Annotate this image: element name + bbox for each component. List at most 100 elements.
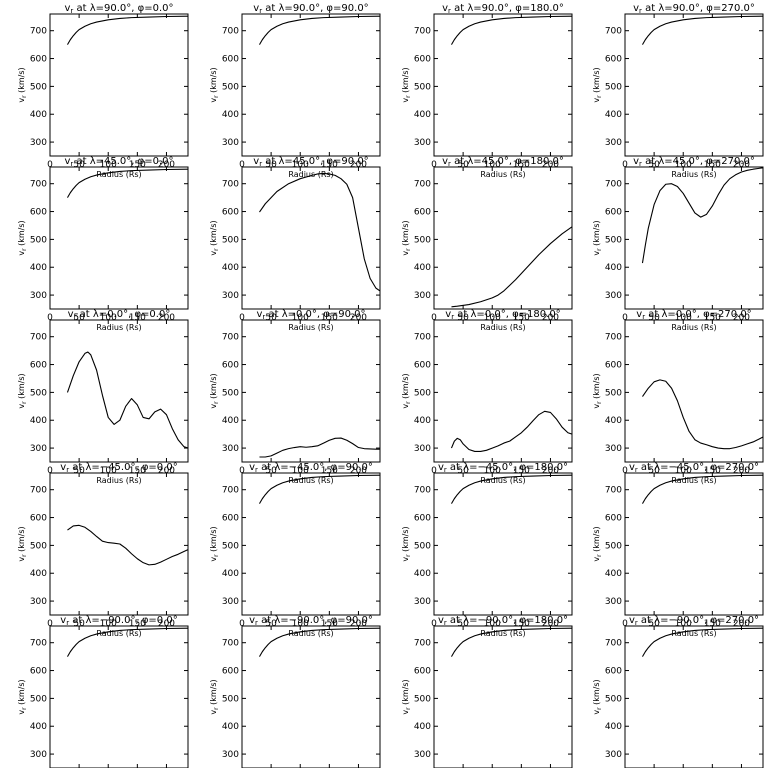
panel-10-ylabel-sub: r — [213, 401, 220, 404]
panel-16-xtick-label: 0 — [622, 619, 628, 629]
panel-19-title-main: v — [438, 615, 444, 626]
panel-17-frame — [49, 625, 189, 768]
panel-14-xtick-label: 100 — [292, 619, 309, 629]
panel-4-ytick-label: 600 — [605, 55, 622, 65]
panel-18-ytick-label: 700 — [222, 639, 239, 649]
panel-15-xtick-label: 100 — [484, 619, 501, 629]
panel-19-ylabel-main: v — [401, 710, 410, 715]
panel-18-series-line — [258, 627, 381, 657]
panel-4-xtick-label: 150 — [704, 160, 721, 170]
panel-7-xtick-label: 0 — [431, 313, 437, 323]
panel-7-ytick-label: 300 — [414, 291, 431, 301]
panel-6-xtick-label: 200 — [350, 313, 367, 323]
panel-17-ylabel-main: v — [17, 710, 26, 715]
panel-1-series-line — [66, 15, 189, 45]
panel-6-ytick-label: 600 — [222, 208, 239, 218]
panel-14-ylabel: vr (km/s) — [209, 526, 220, 561]
panel-1-ylabel: vr (km/s) — [17, 67, 28, 102]
panel-17-ytick-label: 700 — [30, 639, 47, 649]
panel-4-ylabel-sub: r — [596, 95, 603, 98]
panel-8-xtick-label: 50 — [648, 313, 660, 323]
panel-7-ylabel-main: v — [401, 251, 410, 256]
panel-19-ytick-label: 700 — [414, 639, 431, 649]
panel-10-ytick-label: 700 — [222, 333, 239, 343]
panel-17-ytick-label: 500 — [30, 694, 47, 704]
panel-7-frame — [433, 166, 573, 310]
panel-9-xtick-label: 50 — [73, 466, 85, 476]
panel-5-title-sub: r — [70, 160, 73, 168]
panel-7-ytick-label: 500 — [414, 235, 431, 245]
panel-4-ytick-label: 700 — [605, 27, 622, 37]
panel-9-ytick-label: 400 — [30, 416, 47, 426]
panel-11-title-main: v — [445, 309, 451, 320]
panel-11-ytick-label: 400 — [414, 416, 431, 426]
panel-12-xtick-label: 0 — [622, 466, 628, 476]
panel-12-ylabel-sub: r — [596, 401, 603, 404]
panel-20-title-sub: r — [635, 619, 638, 627]
panel-7-ylabel: vr (km/s) — [401, 220, 412, 255]
panel-13-ylabel: vr (km/s) — [17, 526, 28, 561]
panel-12-title-sub: r — [642, 313, 645, 321]
panel-18-title-main: v — [249, 615, 255, 626]
panel-10-title: vr at λ=0.0°, φ=90.0° — [256, 309, 365, 321]
panel-13-xlabel: Radius (Rs) — [96, 629, 141, 638]
panel-9-xlabel: Radius (Rs) — [96, 476, 141, 485]
panel-13-title-sub: r — [66, 466, 69, 474]
panel-9-ylabel-main: v — [17, 404, 26, 409]
panel-8-title: vr at λ=45.0°, φ=270.0° — [633, 156, 755, 168]
panel-13-ytick-label: 400 — [30, 569, 47, 579]
panel-5-title-main: v — [64, 156, 70, 167]
panel-17-ylabel-rest: (km/s) — [17, 679, 26, 707]
panel-10-xtick-label: 0 — [239, 466, 245, 476]
panel-20-ylabel-rest: (km/s) — [592, 679, 601, 707]
panel-19-series-line — [450, 627, 573, 657]
panel-8-ytick-label: 700 — [605, 180, 622, 190]
panel-2-ytick-label: 500 — [222, 82, 239, 92]
panel-11-title-sub: r — [451, 313, 454, 321]
panel-3-ylabel: vr (km/s) — [401, 67, 412, 102]
panel-10-ylabel-rest: (km/s) — [209, 373, 218, 401]
panel-1-frame — [49, 13, 189, 157]
panel-16-frame — [624, 472, 764, 616]
panel-8-ylabel-rest: (km/s) — [592, 220, 601, 248]
panel-16-ylabel-sub: r — [596, 554, 603, 557]
panel-12-series-line — [642, 379, 764, 450]
panel-16-title-rest: at λ=−45.0°, φ=270.0° — [638, 462, 759, 473]
panel-15-ytick-label: 600 — [414, 514, 431, 524]
panel-12-title: vr at λ=0.0°, φ=270.0° — [636, 309, 751, 321]
panel-16-ylabel-main: v — [592, 557, 601, 562]
panel-2-ytick-label: 300 — [222, 138, 239, 148]
panel-13-ylabel-main: v — [17, 557, 26, 562]
panel-15-ytick-label: 500 — [414, 541, 431, 551]
panel-9-frame — [49, 319, 189, 463]
panel-13-series-line — [67, 524, 189, 566]
panel-16-ytick-label: 400 — [605, 569, 622, 579]
panel-14-xtick-label: 150 — [321, 619, 338, 629]
panel-4-xtick-label: 200 — [733, 160, 750, 170]
panel-1-xlabel: Radius (Rs) — [96, 170, 141, 179]
panel-2-ylabel-rest: (km/s) — [209, 67, 218, 95]
panel-4-title-main: v — [633, 3, 639, 14]
panel-9-ytick-label: 300 — [30, 444, 47, 454]
panel-17-ytick-label: 400 — [30, 722, 47, 732]
panel-18-ylabel: vr (km/s) — [209, 679, 220, 714]
panel-11-title-rest: at λ=0.0°, φ=180.0° — [454, 309, 561, 320]
panel-6-ylabel-sub: r — [213, 248, 220, 251]
panel-7-title: vr at λ=45.0°, φ=180.0° — [442, 156, 564, 168]
panel-3-ytick-label: 700 — [414, 27, 431, 37]
panel-12-xtick-label: 200 — [733, 466, 750, 476]
panel-20-ytick-label: 500 — [605, 694, 622, 704]
panel-8-ytick-label: 400 — [605, 263, 622, 273]
panel-1-title-rest: at λ=90.0°, φ=0.0° — [73, 3, 173, 14]
panel-20-title-main: v — [629, 615, 635, 626]
panel-8-title-sub: r — [639, 160, 642, 168]
panel-16-title-sub: r — [635, 466, 638, 474]
panel-5-xtick-label: 0 — [47, 313, 53, 323]
panel-8-xtick-label: 150 — [704, 313, 721, 323]
panel-4-frame — [624, 13, 764, 157]
